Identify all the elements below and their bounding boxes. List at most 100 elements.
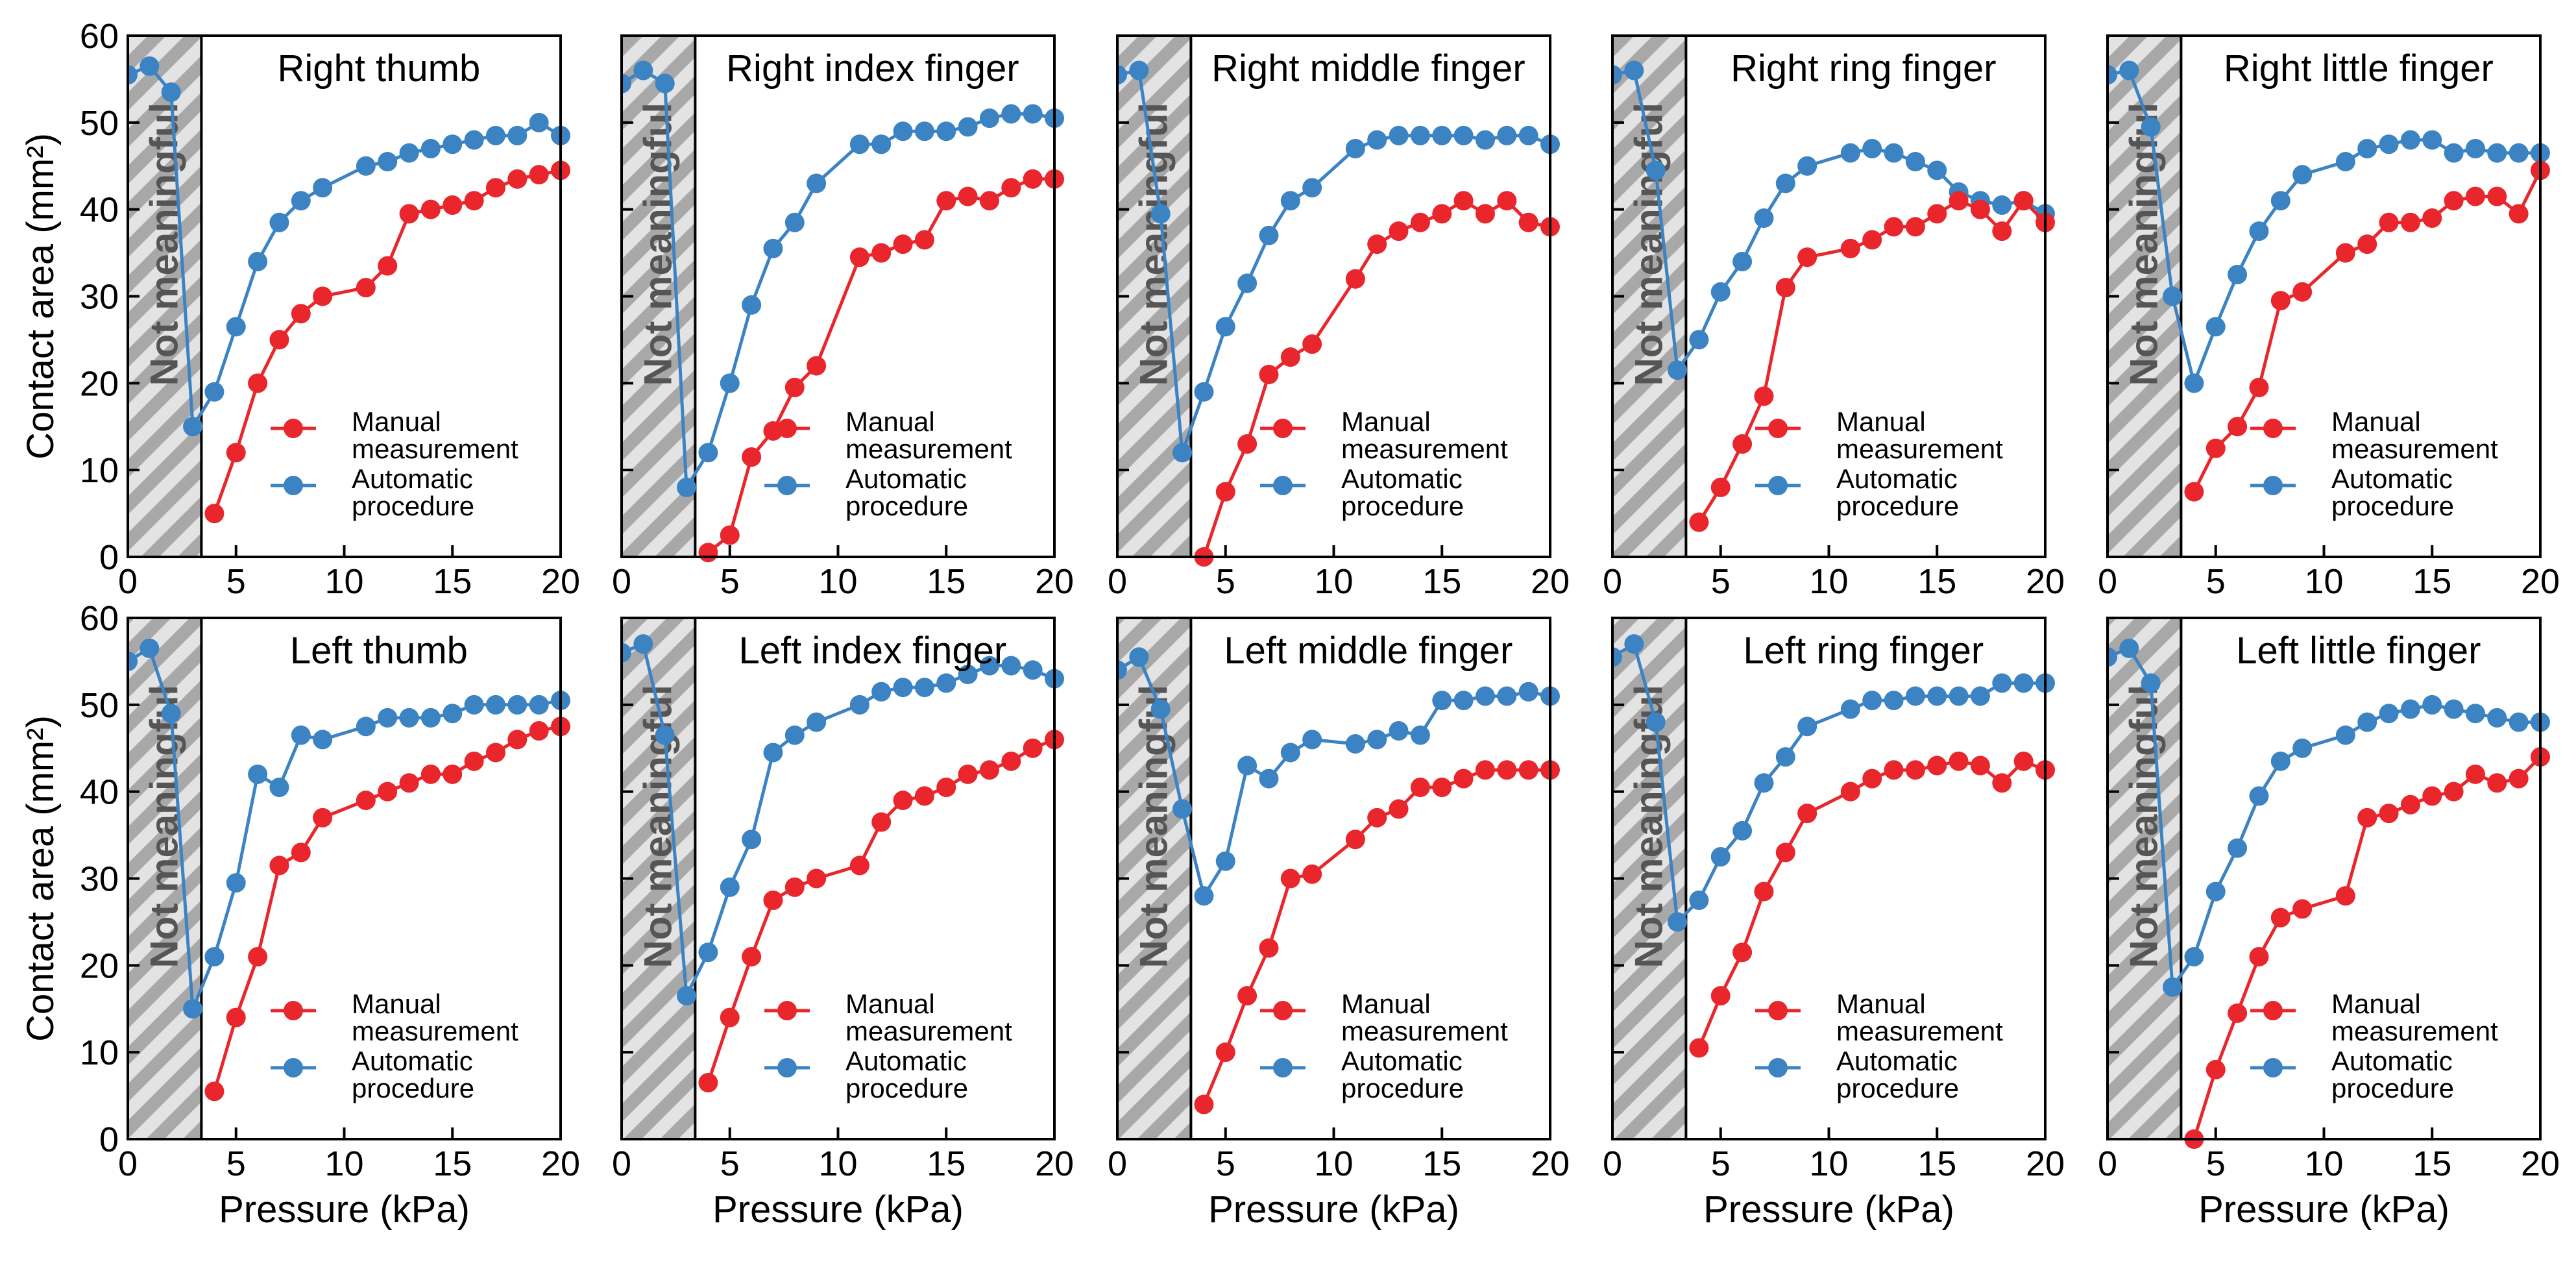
manual-series-point	[1518, 760, 1538, 780]
manual-series-point	[269, 330, 289, 350]
manual-series-point	[1732, 434, 1753, 454]
panel-title: Right index finger	[726, 47, 1019, 90]
chart-panel: Not meaningful 0 5 10 15 20 Left ring finger Ma…	[1603, 617, 2065, 1231]
manual-series-point	[529, 165, 549, 185]
manual-series-point	[2270, 907, 2290, 928]
automatic-series-point	[1237, 273, 1258, 293]
automatic-series-point	[443, 134, 463, 154]
automatic-series-point	[1150, 204, 1171, 224]
automatic-series-point	[1710, 847, 1731, 867]
automatic-series-point	[2509, 712, 2529, 732]
automatic-series-point	[1970, 686, 1990, 706]
legend-automatic-label: Automatic	[1341, 463, 1463, 494]
manual-series-point	[248, 373, 268, 393]
legend-automatic-label: Automatic	[845, 1046, 967, 1076]
y-tick-label: 20	[80, 946, 119, 985]
y-tick-label: 0	[99, 538, 119, 577]
automatic-series-point	[914, 121, 934, 141]
automatic-series-point	[1612, 65, 1622, 85]
manual-series-point	[698, 1073, 718, 1093]
not-meaningful-region	[2108, 618, 2181, 1139]
automatic-series-point	[2444, 143, 2464, 163]
manual-series-point	[464, 751, 484, 771]
series-layer	[622, 634, 1064, 1093]
automatic-series-point	[1754, 773, 1774, 793]
legend-manual-label: measurement	[2331, 1016, 2498, 1046]
automatic-series-point	[161, 704, 181, 724]
x-tick-label: 5	[2206, 1144, 2226, 1183]
manual-series-point	[871, 812, 892, 832]
manual-series-point	[485, 178, 505, 198]
automatic-series-point	[1518, 682, 1538, 702]
manual-series-point	[1023, 738, 1043, 758]
automatic-series-point	[1389, 125, 1409, 145]
x-tick-label: 10	[324, 562, 363, 601]
legend-automatic-marker	[777, 476, 797, 495]
automatic-series-point	[2422, 130, 2442, 150]
automatic-series-point	[485, 695, 505, 715]
legend-manual-marker	[284, 419, 303, 438]
automatic-series-point	[1992, 673, 2012, 693]
legend-automatic-marker	[777, 1058, 797, 1077]
x-tick-label: 5	[1216, 1144, 1235, 1183]
manual-series-point	[2400, 794, 2420, 815]
automatic-series-point	[2228, 265, 2248, 285]
manual-series-point	[204, 1081, 225, 1101]
manual-series-point	[226, 1007, 246, 1027]
x-tick-label: 20	[541, 1144, 580, 1183]
manual-series-point	[1949, 751, 1969, 771]
automatic-series-point	[1884, 143, 1904, 163]
automatic-series-point	[1259, 769, 1279, 789]
manual-series-point	[936, 191, 956, 211]
manual-series-point	[313, 807, 333, 828]
series-layer	[622, 60, 1064, 563]
legend-automatic-marker	[1273, 1058, 1293, 1077]
automatic-series-point	[1732, 820, 1753, 841]
manual-series-point	[204, 504, 225, 524]
x-tick-label: 20	[1531, 1144, 1570, 1183]
automatic-series-point	[871, 134, 892, 154]
manual-series-point	[1518, 212, 1538, 232]
automatic-series-point	[399, 707, 419, 728]
manual-series-line	[2193, 169, 2542, 493]
automatic-series-point	[128, 65, 138, 85]
manual-series-point	[807, 868, 827, 889]
legend-manual-marker	[1768, 419, 1788, 438]
chart-panel: Not meaningful 0 5 10 15 20 Right little finge…	[2098, 34, 2560, 601]
legend-automatic-label: procedure	[352, 1073, 474, 1103]
manual-series-point	[420, 764, 441, 784]
manual-series-point	[443, 764, 463, 784]
series-layer	[128, 638, 570, 1101]
manual-series-point	[1754, 881, 1774, 902]
y-tick-label: 60	[80, 599, 119, 638]
legend-manual-marker	[1273, 419, 1293, 438]
manual-series-point	[914, 230, 934, 250]
automatic-series-point	[1129, 60, 1149, 80]
x-axis-title: Pressure (kPa)	[1703, 1188, 1954, 1231]
legend-automatic-label: procedure	[1836, 1073, 1959, 1103]
manual-series-point	[979, 191, 999, 211]
legend-manual-marker	[284, 1001, 303, 1020]
automatic-series-point	[1862, 138, 1882, 158]
not-meaningful-label: Not meaningful	[1132, 685, 1176, 968]
automatic-series-point	[1432, 125, 1452, 145]
automatic-series-point	[420, 138, 441, 158]
y-tick-label: 10	[80, 451, 119, 490]
manual-series-point	[1797, 247, 1817, 267]
x-tick-label: 0	[2098, 562, 2117, 601]
automatic-series-point	[2108, 647, 2117, 667]
manual-series-point	[1432, 777, 1452, 797]
manual-series-point	[1237, 434, 1258, 454]
automatic-series-point	[443, 704, 463, 724]
manual-series-point	[742, 946, 762, 966]
automatic-series-point	[936, 673, 956, 693]
manual-series-point	[1732, 942, 1753, 963]
automatic-series-point	[1302, 178, 1322, 198]
manual-series-point	[1905, 217, 1925, 237]
automatic-series-point	[1117, 660, 1127, 680]
not-meaningful-region	[1117, 36, 1191, 557]
manual-series-point	[2335, 243, 2355, 263]
manual-series-point	[763, 890, 783, 910]
chart-panel: Not meaningful 0 5 10 15 20 Right middle finge…	[1108, 34, 1570, 601]
